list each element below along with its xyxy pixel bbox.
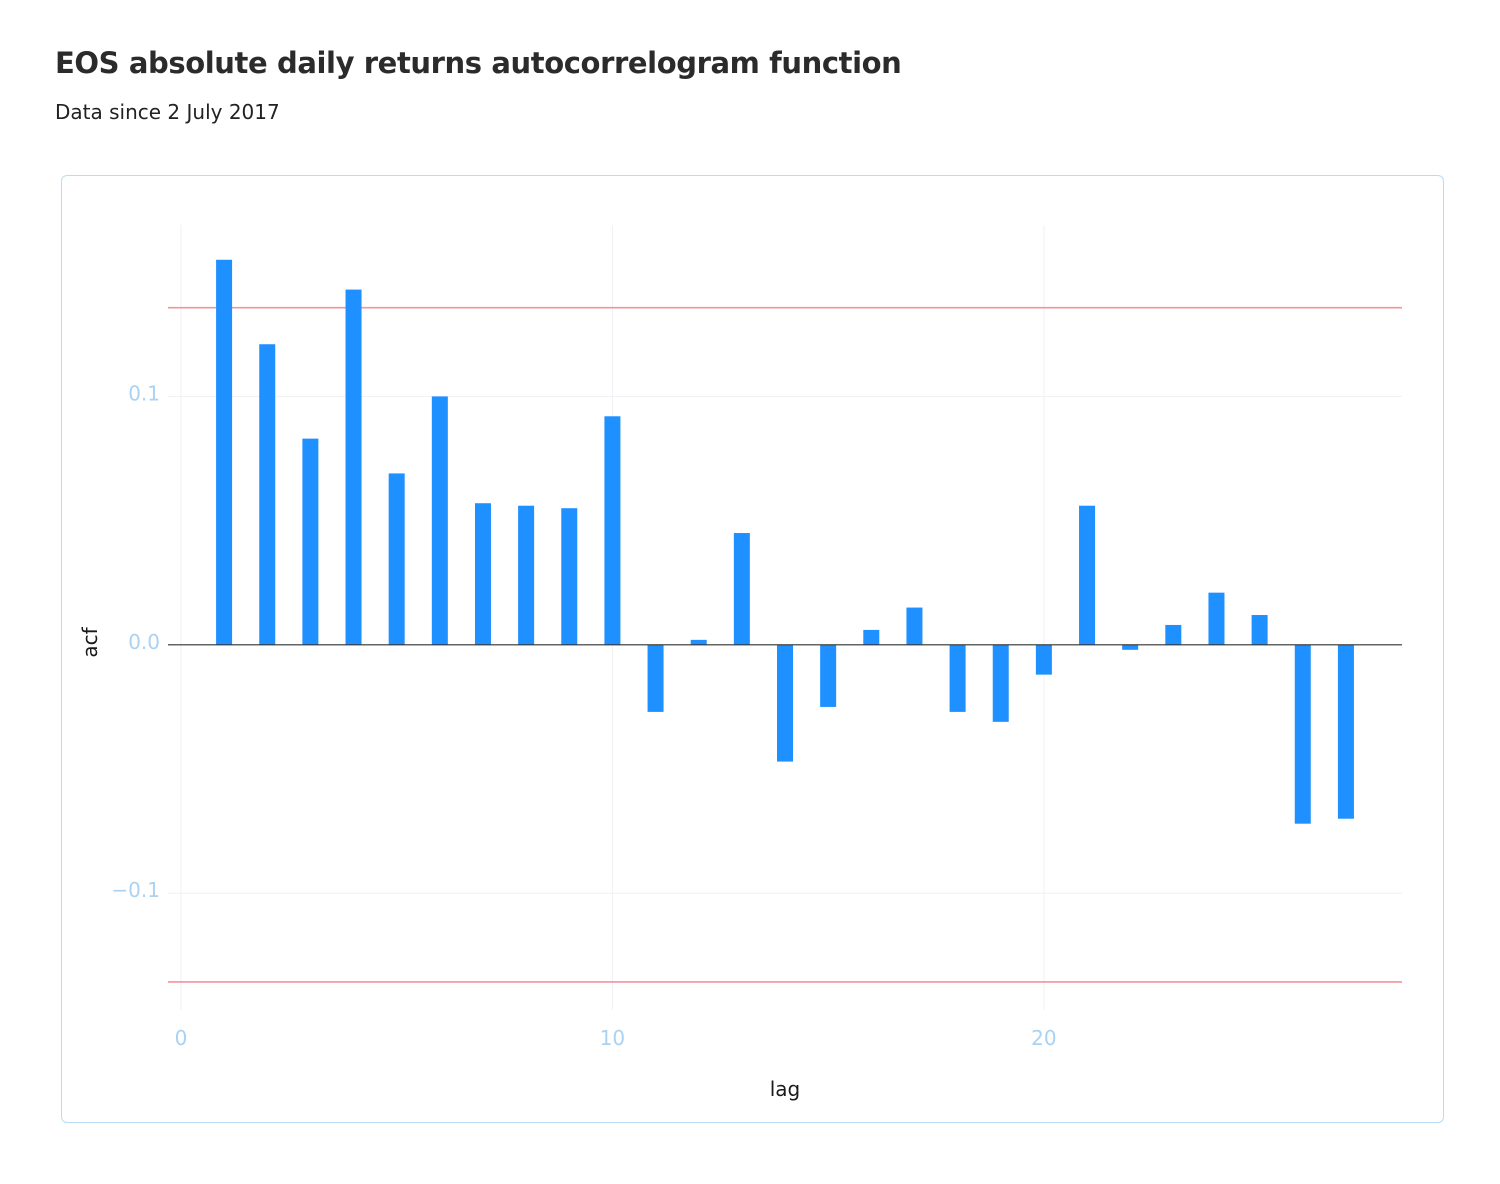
bar-lag-10: [604, 416, 621, 645]
y-tick-label-1: 0.0: [128, 630, 160, 654]
chart-title: EOS absolute daily returns autocorrelogr…: [55, 46, 902, 80]
bar-lag-21: [1079, 505, 1096, 645]
bar-lag-5: [388, 473, 405, 645]
bar-lag-7: [474, 503, 491, 645]
y-axis-title: acf: [78, 626, 102, 657]
bar-lag-6: [431, 396, 448, 645]
bar-lag-16: [863, 629, 880, 645]
bar-lag-12: [690, 639, 707, 645]
bar-lag-17: [906, 607, 923, 645]
bar-lag-19: [992, 644, 1009, 722]
bar-lag-2: [259, 344, 276, 645]
bar-lag-4: [345, 289, 362, 645]
bar-lag-14: [777, 644, 793, 762]
bar-lag-27: [1337, 644, 1354, 819]
bar-lag-3: [302, 438, 319, 645]
bar-lag-26: [1294, 644, 1311, 824]
bar-lag-9: [561, 508, 578, 645]
bar-lag-1: [216, 259, 233, 645]
bar-lag-20: [1035, 644, 1052, 675]
bar-lag-22: [1122, 644, 1139, 650]
confidence-bounds: [168, 306, 1402, 983]
bar-lag-24: [1208, 592, 1225, 645]
x-tick-label-2: 20: [1031, 1026, 1056, 1050]
x-tick-label-0: 0: [175, 1026, 188, 1050]
bar-lag-18: [949, 644, 966, 712]
bar-lag-8: [518, 505, 535, 645]
tick-labels: 0 10 20 −0.1 0.0 0.1: [111, 381, 1056, 1050]
bar-lag-11: [647, 644, 664, 712]
bars: [216, 259, 1354, 824]
y-tick-label-2: 0.1: [128, 381, 160, 405]
x-tick-label-1: 10: [600, 1026, 625, 1050]
bar-lag-25: [1251, 615, 1268, 645]
chart-card: [61, 175, 1444, 1123]
bar-lag-23: [1165, 624, 1182, 645]
y-tick-label-0: −0.1: [111, 878, 160, 902]
x-axis-title: lag: [770, 1077, 801, 1101]
chart-subtitle: Data since 2 July 2017: [55, 100, 280, 124]
bar-lag-15: [820, 644, 837, 707]
bar-lag-13: [733, 533, 750, 645]
